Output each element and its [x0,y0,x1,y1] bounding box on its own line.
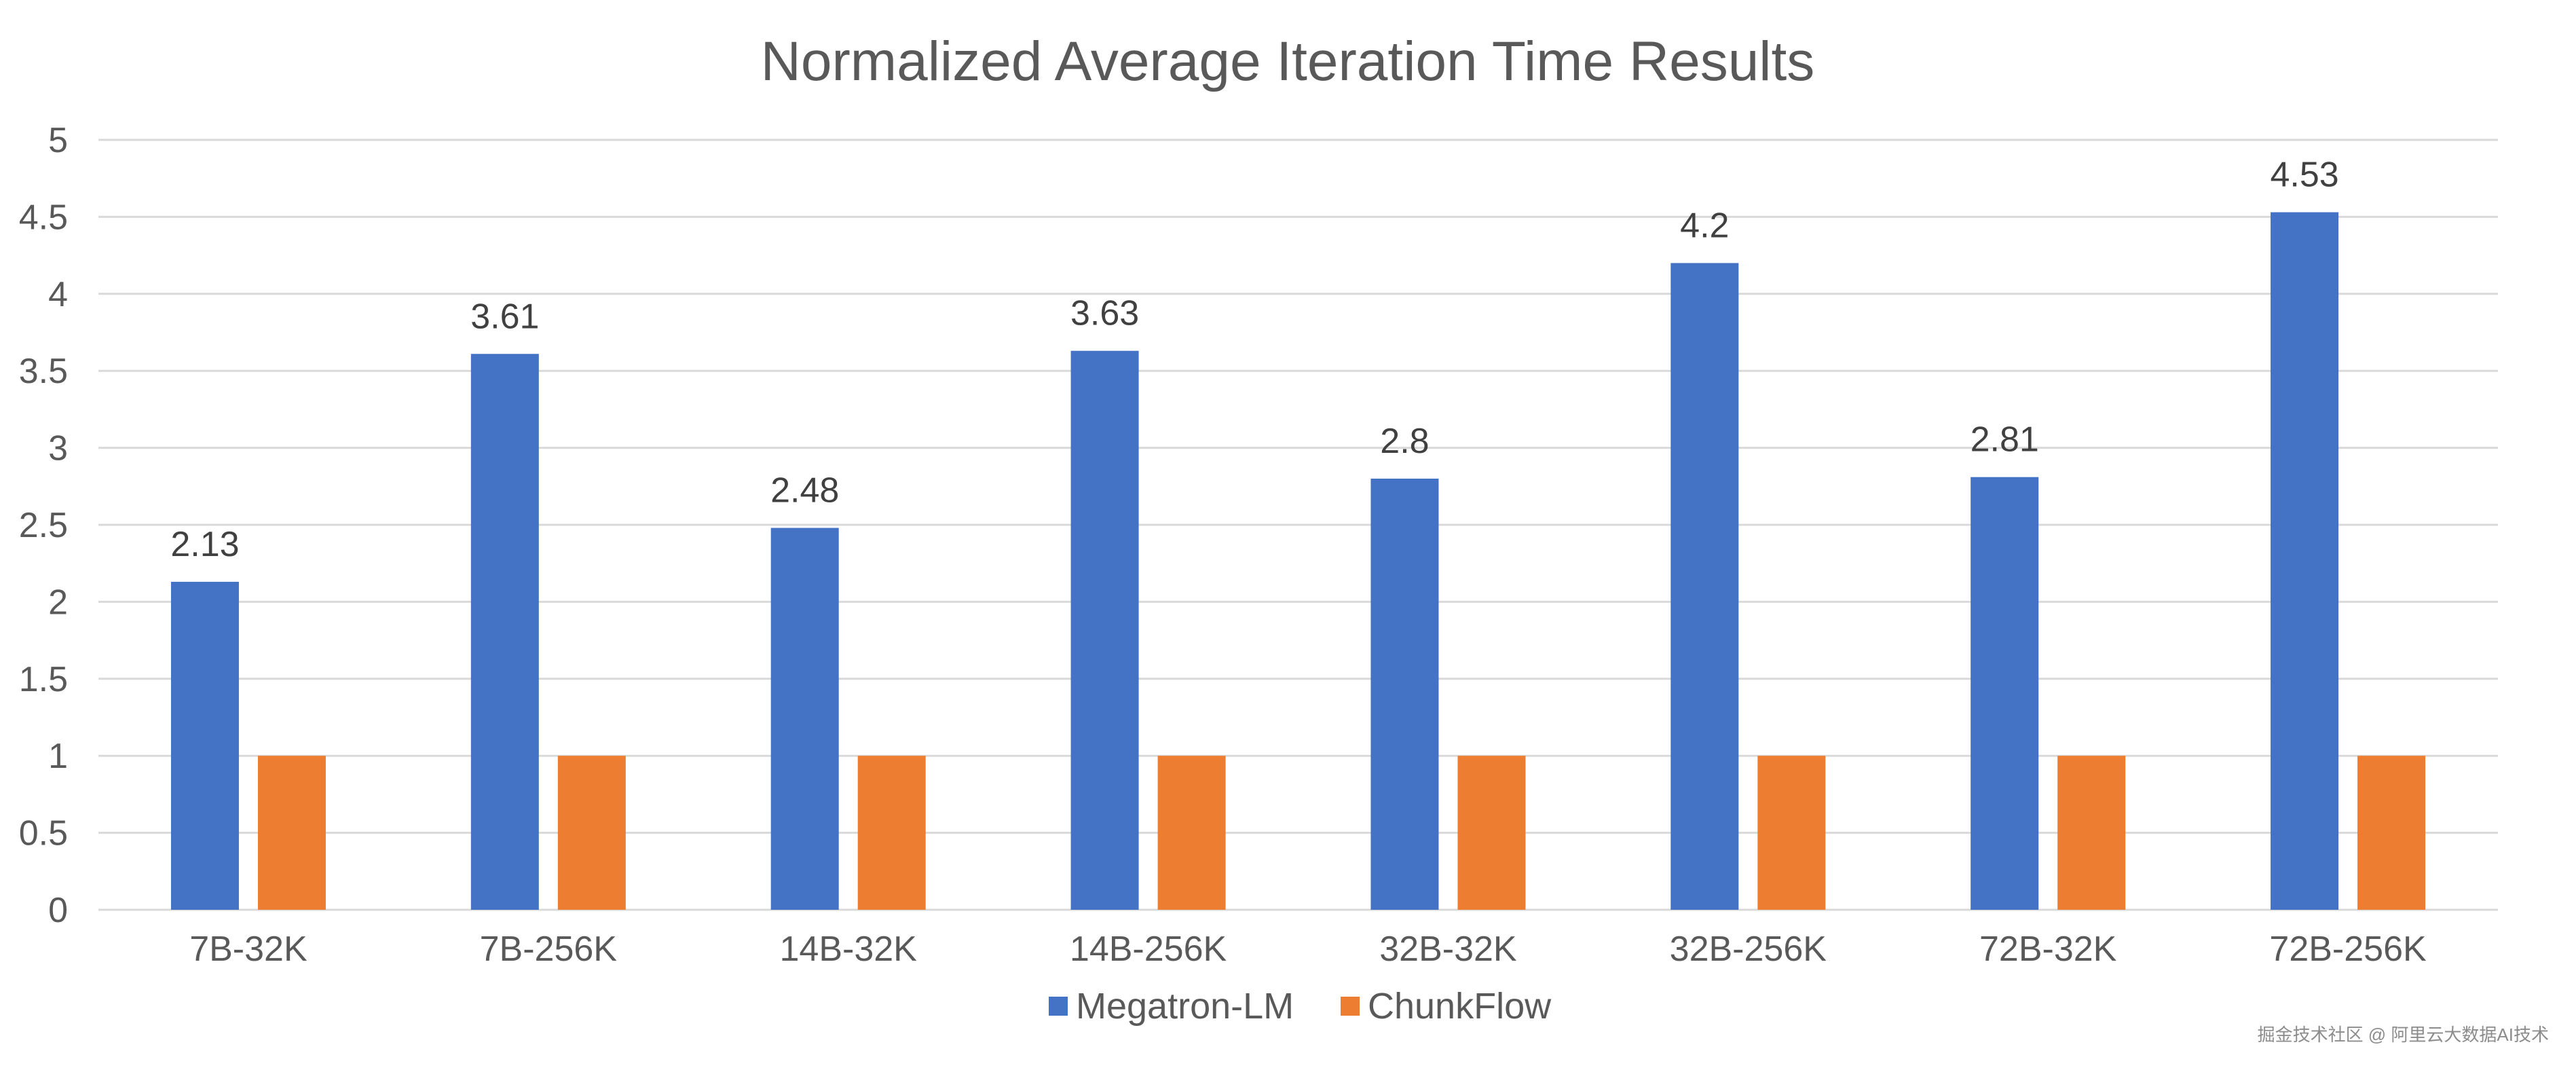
data-label: 2.13 [170,525,239,564]
data-labels: 2.13 3.61 2.48 3.63 2.8 4.2 2.81 4.53 [170,155,2338,564]
y-tick-label: 0 [48,891,68,930]
bar-chunkflow-32b-256k [1757,756,1826,910]
y-tick-label: 4 [48,275,68,314]
y-tick-label: 4.5 [19,198,68,237]
x-tick-label: 14B-32K [780,929,918,969]
y-tick-label: 3.5 [19,352,68,391]
legend-swatch [1049,997,1068,1016]
legend-label: Megatron-LM [1076,986,1294,1027]
bar-megatron-lm-72b-256k [2271,212,2339,910]
bar-megatron-lm-32b-256k [1670,263,1739,910]
bar-megatron-lm-32b-32k [1370,478,1439,910]
y-tick-label: 1.5 [19,660,68,699]
y-axis-ticks: 0 0.5 1 1.5 2 2.5 3 3.5 4 4.5 5 [19,121,68,930]
y-tick-label: 2.5 [19,506,68,545]
data-label: 4.2 [1680,206,1729,245]
chart-title: Normalized Average Iteration Time Result… [761,31,1815,92]
data-label: 3.63 [1070,294,1139,333]
data-label: 2.81 [1971,420,2039,460]
x-tick-label: 72B-32K [1979,929,2117,969]
x-tick-label: 32B-256K [1670,929,1827,969]
data-label: 3.61 [470,297,539,336]
x-tick-label: 14B-256K [1070,929,1227,969]
legend: Megatron-LM ChunkFlow [1049,986,1552,1027]
y-tick-label: 3 [48,429,68,468]
data-label: 2.48 [770,471,839,511]
y-tick-label: 2 [48,583,68,622]
bar-chunkflow-14b-256k [1157,756,1226,910]
data-label: 4.53 [2270,155,2338,195]
y-tick-label: 1 [48,737,68,776]
y-tick-label: 5 [48,121,68,160]
bar-chunkflow-7b-256k [557,756,626,910]
x-tick-label: 32B-32K [1379,929,1517,969]
x-tick-label: 7B-32K [189,929,307,969]
bar-megatron-lm-7b-256k [470,354,539,910]
bar-chunkflow-14b-32k [857,756,926,910]
bar-chunkflow-72b-32k [2057,756,2126,910]
legend-label: ChunkFlow [1368,986,1552,1027]
bar-megatron-lm-14b-256k [1070,350,1139,910]
y-tick-label: 0.5 [19,814,68,853]
bar-megatron-lm-14b-32k [770,528,839,910]
x-axis-ticks: 7B-32K 7B-256K 14B-32K 14B-256K 32B-32K 32B-2… [189,929,2427,969]
bar-megatron-lm-72b-32k [1971,477,2039,910]
x-tick-label: 72B-256K [2269,929,2427,969]
legend-swatch [1341,997,1360,1016]
bar-chunkflow-32b-32k [1457,756,1526,910]
data-label: 2.8 [1380,422,1429,461]
bar-megatron-lm-7b-32k [170,581,239,910]
bar-chunkflow-7b-32k [257,756,326,910]
watermark-text: 掘金技术社区 @ 阿里云大数据AI技术 [2258,1025,2549,1045]
gridlines [98,139,2498,911]
x-tick-label: 7B-256K [480,929,618,969]
bars [170,212,2426,910]
bar-chunkflow-72b-256k [2357,756,2426,910]
